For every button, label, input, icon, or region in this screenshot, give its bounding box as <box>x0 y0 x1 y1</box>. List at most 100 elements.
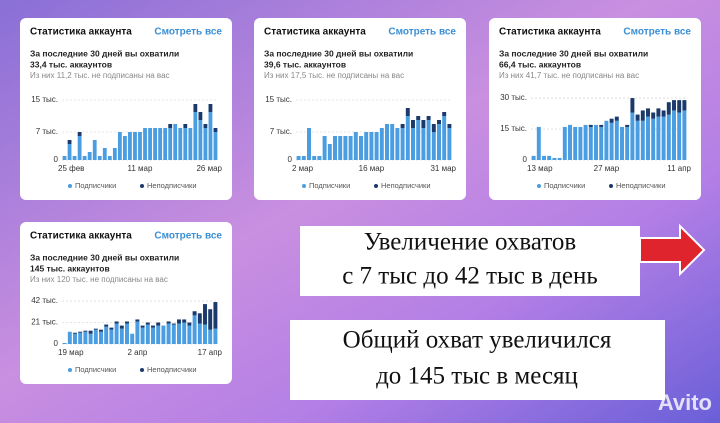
bar <box>130 333 135 344</box>
bar <box>536 126 541 160</box>
bar <box>171 324 176 344</box>
bar <box>411 128 415 160</box>
bar <box>135 321 140 344</box>
bar <box>93 328 98 330</box>
bar <box>104 326 109 344</box>
bar <box>442 116 447 160</box>
bar <box>651 112 656 119</box>
bar <box>173 124 178 160</box>
bar <box>192 311 197 316</box>
bar <box>182 319 187 323</box>
bar <box>73 333 77 344</box>
bar <box>88 330 93 334</box>
bar <box>322 136 327 160</box>
card-note: Из них 120 тыс. не подписаны на вас <box>30 275 168 284</box>
bar <box>431 132 436 160</box>
bar <box>168 124 173 128</box>
bar <box>411 120 415 128</box>
bar <box>97 156 102 160</box>
bar <box>203 128 208 160</box>
bar <box>208 112 213 160</box>
bar <box>72 156 77 160</box>
y-tick-label: 0 <box>523 155 528 164</box>
bar <box>656 116 661 160</box>
x-tick-label: 2 апр <box>127 348 147 357</box>
bar <box>400 124 405 128</box>
legend-label: Подписчики <box>75 181 116 190</box>
bar <box>183 128 188 160</box>
bar <box>104 324 109 327</box>
bar <box>672 100 676 111</box>
bar <box>143 128 147 160</box>
bar <box>682 110 687 160</box>
bar <box>338 136 343 160</box>
bar <box>109 327 114 330</box>
bar <box>119 325 124 329</box>
bar <box>138 132 142 160</box>
x-tick-label: 31 мар <box>430 164 456 173</box>
bar <box>599 124 604 127</box>
bar <box>630 98 635 113</box>
bar <box>640 110 645 121</box>
bar <box>625 126 630 160</box>
bar <box>177 319 181 324</box>
bar <box>171 323 176 325</box>
card-total: 66,4 тыс. аккаунтов <box>499 59 581 69</box>
bar <box>133 132 137 160</box>
card-link: Смотреть все <box>154 27 222 38</box>
legend-label: Подписчики <box>544 181 585 190</box>
legend-label: Неподписчики <box>147 365 197 374</box>
bar <box>640 120 645 160</box>
caption: Общий охват увеличился <box>343 327 612 354</box>
bar <box>62 342 67 344</box>
legend-marker <box>609 184 613 188</box>
bar <box>646 116 650 160</box>
card-subtitle: За последние 30 дней вы охватили <box>499 48 648 58</box>
x-tick-label: 13 мар <box>527 164 553 173</box>
bar <box>83 331 88 344</box>
bar <box>421 128 426 160</box>
bar <box>187 322 192 326</box>
bar <box>197 323 202 344</box>
legend-marker <box>302 184 306 188</box>
bar <box>198 112 203 120</box>
bar <box>416 120 421 160</box>
bar <box>656 108 661 117</box>
bar <box>208 104 213 112</box>
bar <box>599 126 604 160</box>
bar <box>208 309 213 330</box>
card-subtitle: За последние 30 дней вы охватили <box>30 48 179 58</box>
card-total: 145 тыс. аккаунтов <box>30 263 110 273</box>
card-subtitle: За последние 30 дней вы охватили <box>264 48 413 58</box>
y-tick-label: 30 тыс. <box>500 93 527 102</box>
bar <box>78 332 83 344</box>
bar <box>125 321 129 324</box>
bar <box>197 313 202 324</box>
bar <box>614 116 619 121</box>
card-link: Смотреть все <box>154 231 222 242</box>
bar <box>573 126 578 160</box>
card-total: 33,4 тыс. аккаунтов <box>30 59 112 69</box>
bar <box>379 128 384 160</box>
bar <box>296 156 301 160</box>
bar <box>583 124 588 160</box>
bar <box>145 322 150 325</box>
caption-box <box>300 226 640 296</box>
bar <box>353 132 358 160</box>
bar <box>183 124 188 128</box>
bar <box>646 108 650 117</box>
bar <box>156 325 161 344</box>
legend-label: Неподписчики <box>616 181 666 190</box>
y-tick-label: 7 тыс. <box>36 127 58 136</box>
card-link: Смотреть все <box>388 27 456 38</box>
bar <box>178 128 183 160</box>
bar <box>125 323 129 344</box>
bar <box>437 120 441 124</box>
bar <box>614 120 619 160</box>
y-tick-label: 0 <box>54 339 59 348</box>
bar <box>78 331 83 333</box>
bar <box>145 324 150 344</box>
bar <box>359 136 363 160</box>
card-link: Смотреть все <box>623 27 691 38</box>
